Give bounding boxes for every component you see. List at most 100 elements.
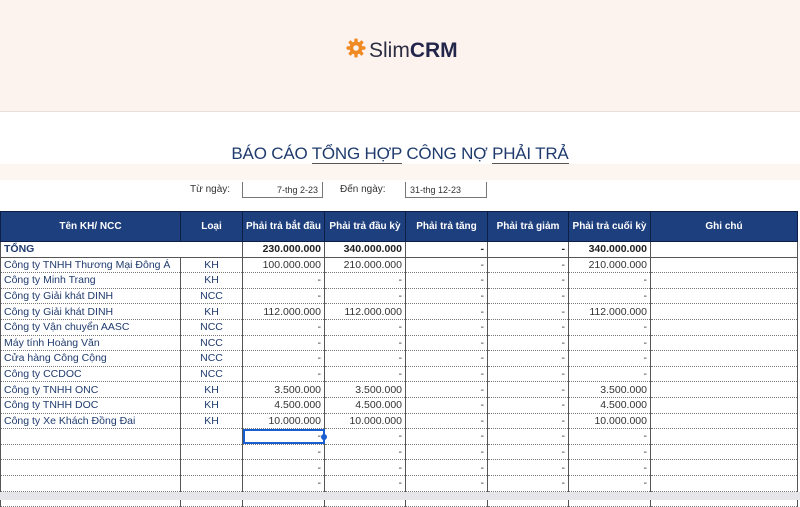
column-header[interactable]: Phải trả cuối kỳ — [568, 211, 651, 242]
table-cell[interactable]: - — [487, 444, 569, 461]
table-cell[interactable]: - — [487, 303, 569, 320]
table-cell[interactable]: - — [242, 288, 325, 305]
table-cell[interactable]: - — [405, 335, 488, 352]
table-cell[interactable]: 4.500.000 — [324, 397, 406, 414]
total-cell[interactable]: - — [405, 241, 488, 258]
table-cell[interactable] — [650, 350, 798, 367]
table-cell[interactable]: - — [324, 335, 406, 352]
table-cell[interactable]: - — [405, 428, 488, 445]
table-cell[interactable]: - — [242, 366, 325, 383]
column-header[interactable]: Loại — [180, 211, 243, 242]
table-cell[interactable]: - — [405, 350, 488, 367]
table-cell[interactable]: 100.000.000 — [242, 257, 325, 274]
table-cell[interactable]: 3.500.000 — [242, 381, 325, 398]
table-cell[interactable] — [650, 366, 798, 383]
table-cell[interactable]: - — [324, 428, 406, 445]
table-cell[interactable]: NCC — [180, 350, 243, 367]
table-cell[interactable]: 10.000.000 — [242, 413, 325, 430]
table-cell[interactable] — [180, 444, 243, 461]
table-cell[interactable]: - — [324, 288, 406, 305]
table-cell[interactable]: - — [405, 366, 488, 383]
table-cell[interactable]: - — [568, 288, 651, 305]
table-cell[interactable]: - — [487, 319, 569, 336]
table-cell[interactable]: - — [405, 272, 488, 289]
table-cell[interactable]: - — [487, 475, 569, 492]
total-label[interactable]: TỔNG — [0, 241, 243, 258]
table-cell[interactable]: 10.000.000 — [568, 413, 651, 430]
table-cell[interactable] — [650, 397, 798, 414]
table-cell[interactable]: - — [324, 475, 406, 492]
table-cell[interactable] — [650, 459, 798, 476]
column-header[interactable]: Phải trả bắt đầu — [242, 211, 325, 242]
table-cell[interactable]: - — [568, 319, 651, 336]
table-cell[interactable]: - — [487, 428, 569, 445]
from-date-cell[interactable]: 7-thg 2-23 — [242, 182, 323, 198]
table-cell[interactable]: - — [487, 272, 569, 289]
table-cell[interactable]: - — [487, 381, 569, 398]
total-cell[interactable] — [650, 241, 798, 258]
table-cell[interactable]: - — [568, 350, 651, 367]
table-cell[interactable]: - — [324, 319, 406, 336]
total-cell[interactable]: - — [487, 241, 569, 258]
table-cell[interactable]: 10.000.000 — [324, 413, 406, 430]
table-cell[interactable]: - — [568, 459, 651, 476]
table-cell[interactable]: - — [487, 350, 569, 367]
table-cell[interactable]: - — [405, 257, 488, 274]
table-cell[interactable]: Công ty CCDOC — [0, 366, 181, 383]
table-cell[interactable] — [0, 428, 181, 445]
table-cell[interactable]: - — [324, 366, 406, 383]
table-cell[interactable]: - — [405, 397, 488, 414]
table-cell[interactable]: - — [487, 413, 569, 430]
table-cell[interactable]: - — [568, 428, 651, 445]
table-cell[interactable]: - — [324, 444, 406, 461]
table-cell[interactable]: - — [405, 444, 488, 461]
table-cell[interactable]: NCC — [180, 366, 243, 383]
total-cell[interactable]: 340.000.000 — [324, 241, 406, 258]
table-cell[interactable]: - — [568, 444, 651, 461]
table-cell[interactable] — [180, 475, 243, 492]
table-cell[interactable]: Công ty Giải khát DINH — [0, 288, 181, 305]
table-cell[interactable]: KH — [180, 303, 243, 320]
table-cell[interactable]: NCC — [180, 288, 243, 305]
table-cell[interactable]: Công ty Xe Khách Đồng Đai — [0, 413, 181, 430]
table-cell[interactable]: - — [242, 319, 325, 336]
table-cell[interactable]: KH — [180, 257, 243, 274]
table-cell[interactable]: KH — [180, 381, 243, 398]
table-cell[interactable]: 112.000.000 — [324, 303, 406, 320]
table-cell[interactable] — [650, 335, 798, 352]
table-cell[interactable] — [650, 444, 798, 461]
table-cell[interactable]: - — [405, 319, 488, 336]
table-cell[interactable] — [0, 475, 181, 492]
table-cell[interactable]: - — [405, 475, 488, 492]
column-header[interactable]: Ghi chú — [650, 211, 798, 242]
table-cell[interactable] — [0, 444, 181, 461]
table-cell[interactable]: Máy tính Hoàng Văn — [0, 335, 181, 352]
table-cell[interactable]: - — [405, 413, 488, 430]
table-cell[interactable]: - — [568, 475, 651, 492]
table-cell[interactable]: Công ty Giải khát DINH — [0, 303, 181, 320]
table-cell[interactable]: Cửa hàng Công Cộng — [0, 350, 181, 367]
table-cell[interactable]: - — [405, 381, 488, 398]
table-cell[interactable]: - — [487, 459, 569, 476]
table-cell[interactable] — [650, 428, 798, 445]
table-cell[interactable]: - — [242, 272, 325, 289]
table-cell[interactable]: - — [568, 272, 651, 289]
table-cell[interactable]: - — [324, 459, 406, 476]
table-cell[interactable] — [180, 428, 243, 445]
column-header[interactable]: Phải trả giảm — [487, 211, 569, 242]
table-cell[interactable]: Công ty TNHH Thương Mại Đông Á — [0, 257, 181, 274]
table-cell[interactable]: - — [487, 366, 569, 383]
table-cell[interactable]: - — [242, 459, 325, 476]
total-cell[interactable]: 340.000.000 — [568, 241, 651, 258]
table-cell[interactable]: - — [568, 335, 651, 352]
table-cell[interactable]: 4.500.000 — [568, 397, 651, 414]
table-cell[interactable]: - — [487, 397, 569, 414]
table-cell[interactable] — [650, 381, 798, 398]
table-cell[interactable]: 3.500.000 — [324, 381, 406, 398]
table-cell[interactable]: - — [487, 288, 569, 305]
table-cell[interactable]: 112.000.000 — [242, 303, 325, 320]
table-cell[interactable]: - — [405, 459, 488, 476]
table-cell[interactable]: Công ty Vận chuyển AASC — [0, 319, 181, 336]
table-cell[interactable] — [650, 288, 798, 305]
table-cell[interactable]: Công ty TNHH ONC — [0, 381, 181, 398]
